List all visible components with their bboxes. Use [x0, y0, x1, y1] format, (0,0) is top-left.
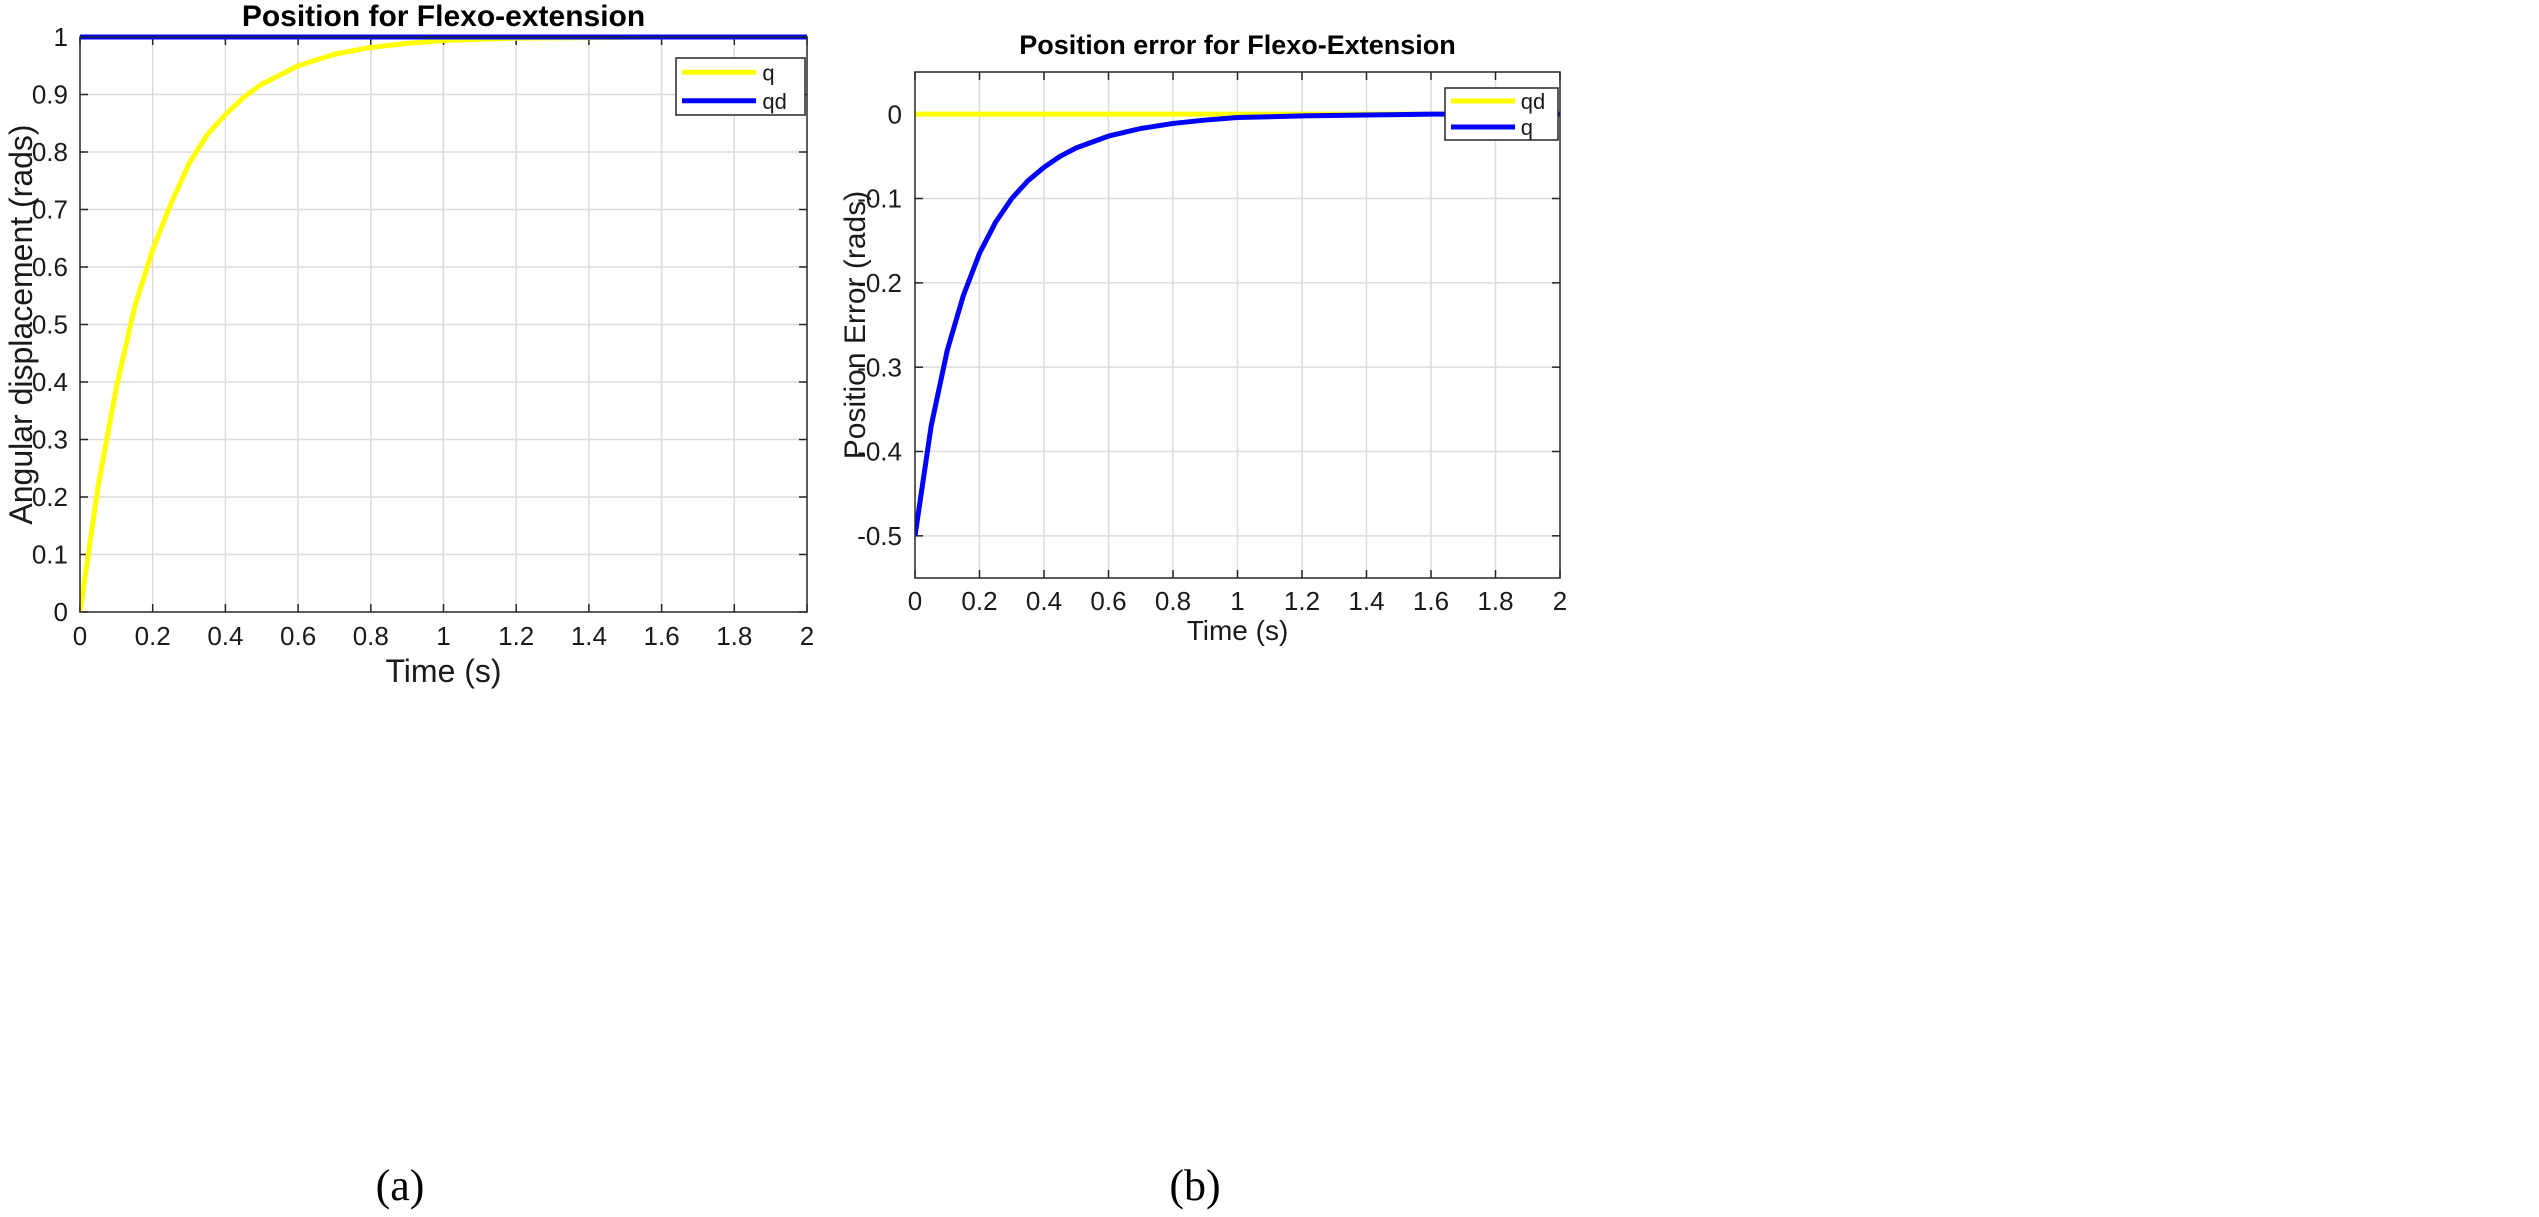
chart-panel-a: 0 0.2 0.4 0.6 0.8 1 1.2 1.4 1.6 1.8 2 0 0.1 0.2 0.3 0.4…: [3, 0, 814, 1210]
y-tick-label: 0.5: [32, 310, 68, 340]
x-tick-label: 2: [1553, 586, 1567, 616]
axes-box: [79, 36, 808, 613]
x-tick-label: 1.8: [1477, 586, 1513, 616]
y-tick-label: 0: [888, 99, 902, 129]
x-tick-label: 1.4: [1348, 586, 1384, 616]
legend-box: [1444, 87, 1559, 141]
y-tick-label: -0.5: [857, 521, 902, 551]
y-tick-label: -0.2: [857, 268, 902, 298]
y-tick-label: 0.6: [32, 252, 68, 282]
x-tick-label: 1.8: [716, 621, 752, 651]
x-tick-label: 0.8: [1155, 586, 1191, 616]
y-tick-label: 0.3: [32, 425, 68, 455]
x-tick-label: 1: [1230, 586, 1244, 616]
x-tick-label: 1.6: [644, 621, 680, 651]
y-tick-label: 0.1: [32, 540, 68, 570]
legend: q qd: [675, 57, 806, 116]
chart-title: Position error for Flexo-Extension: [1019, 30, 1456, 60]
x-tick-label: 0.8: [353, 621, 389, 651]
x-tick-label: 1.2: [498, 621, 534, 651]
y-tick-label: 0.2: [32, 482, 68, 512]
y-tick-label: 1: [54, 22, 68, 52]
x-tick-label: 0.2: [961, 586, 997, 616]
y-tick-label: 0.9: [32, 80, 68, 110]
y-tick-label: 0.4: [32, 367, 68, 397]
x-tick-label: 1.6: [1413, 586, 1449, 616]
y-tick-label: -0.4: [857, 437, 902, 467]
y-tick-label: 0.7: [32, 195, 68, 225]
chart-title: Position for Flexo-extension: [242, 0, 645, 33]
legend-label-q: q: [1521, 115, 1533, 140]
legend-box: [675, 57, 806, 116]
x-tick-label: 1: [436, 621, 450, 651]
chart-panel-b: 0 0.2 0.4 0.6 0.8 1 1.2 1.4 1.6 1.8 2 -0.5 -0.4 -0.3 -…: [839, 30, 1567, 1210]
legend-label-qd: qd: [762, 89, 786, 114]
x-tick-label: 0.4: [207, 621, 243, 651]
x-tick-label: 0: [908, 586, 922, 616]
x-tick-label: 0.6: [1090, 586, 1126, 616]
y-tick-label: -0.1: [857, 184, 902, 214]
legend: qdq: [1444, 87, 1559, 141]
legend-label-q: q: [762, 60, 774, 85]
y-axis-label: Angular displacement (rads): [3, 124, 39, 524]
y-tick-label: -0.3: [857, 352, 902, 382]
legend-label-qd: qd: [1521, 89, 1545, 114]
x-tick-label: 0.4: [1026, 586, 1062, 616]
panel-label: (b): [1169, 1161, 1220, 1210]
x-tick-label: 0.2: [135, 621, 171, 651]
panel-label: (a): [376, 1161, 425, 1210]
y-tick-label: 0: [54, 597, 68, 627]
x-axis-label: Time (s): [1187, 615, 1289, 646]
x-axis-label: Time (s): [385, 653, 501, 689]
axes-box: [914, 71, 1561, 579]
x-tick-label: 0.6: [280, 621, 316, 651]
x-tick-label: 1.2: [1284, 586, 1320, 616]
y-tick-label: 0.8: [32, 137, 68, 167]
y-axis-label: Position Error (rads): [839, 191, 872, 459]
series-line-q: [915, 111, 1560, 537]
x-tick-label: 1.4: [571, 621, 607, 651]
x-tick-label: 2: [800, 621, 814, 651]
x-tick-label: 0: [73, 621, 87, 651]
